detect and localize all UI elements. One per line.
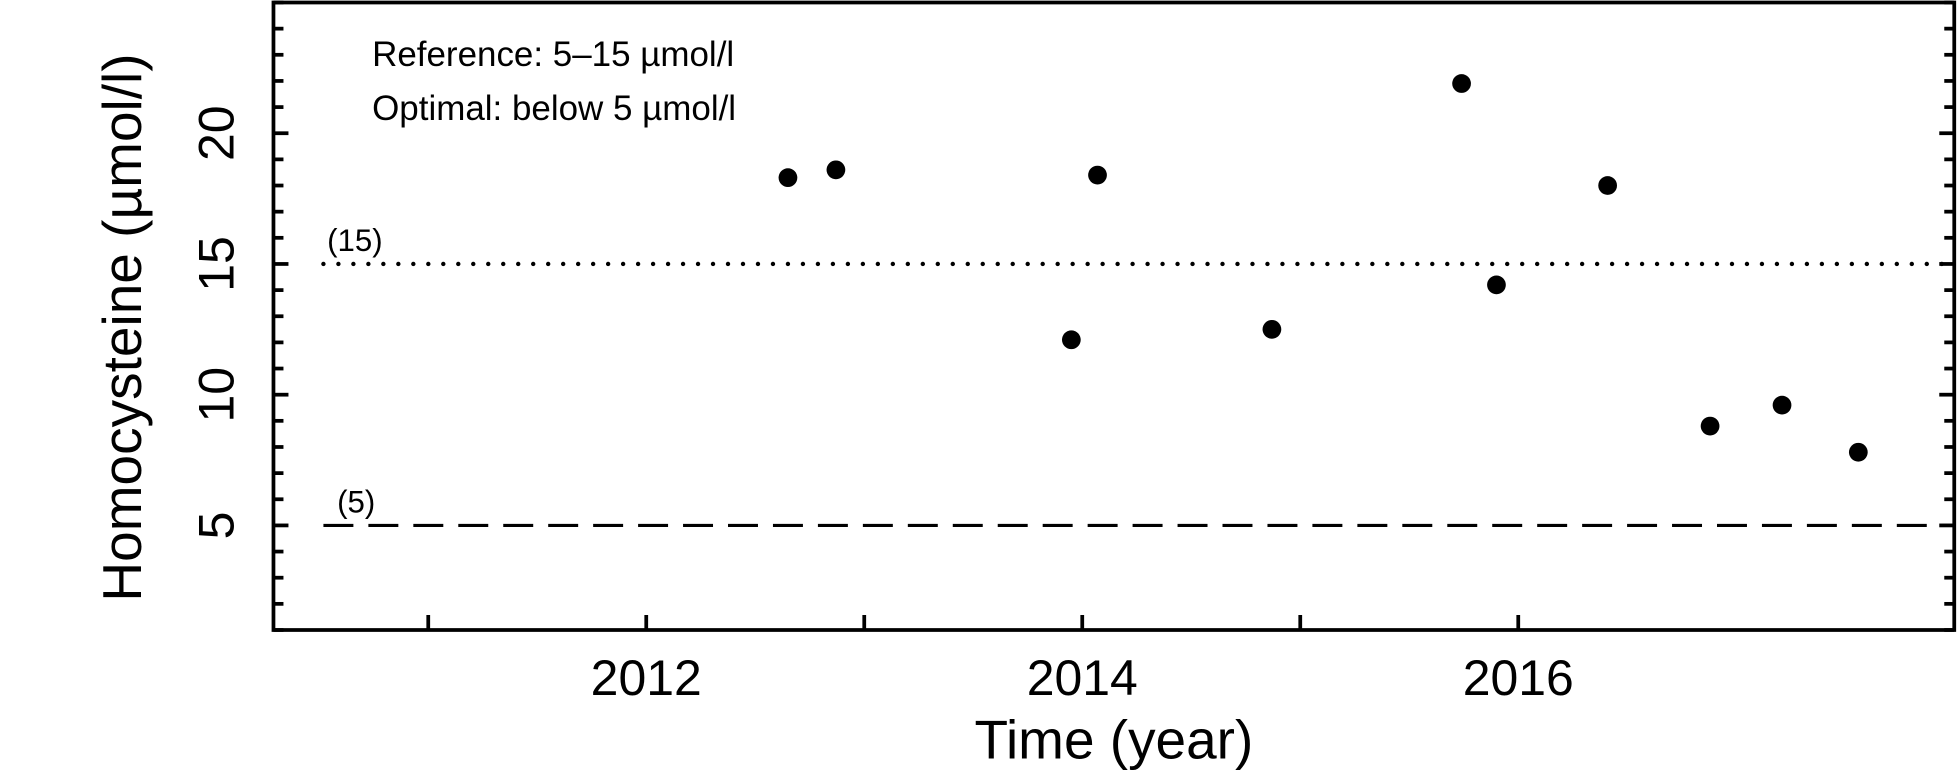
data-points xyxy=(778,74,1868,462)
ref-label-15: (15) xyxy=(327,223,383,258)
data-point xyxy=(1262,319,1282,339)
x-tick-label: 2016 xyxy=(1463,650,1574,706)
annotation-optimal: Optimal: below 5 µmol/l xyxy=(372,89,736,128)
data-point xyxy=(1598,176,1617,195)
data-point xyxy=(1848,442,1868,462)
y-tick-label: 5 xyxy=(189,512,245,540)
data-point xyxy=(1700,416,1720,436)
data-point xyxy=(778,168,798,188)
x-tick-label: 2014 xyxy=(1027,650,1138,706)
y-tick-label: 10 xyxy=(189,367,245,423)
ref-label-5: (5) xyxy=(337,484,375,519)
x-axis-label: Time (year) xyxy=(974,709,1253,771)
data-point xyxy=(826,160,846,180)
reference-lines xyxy=(321,261,1957,527)
y-tick-label: 15 xyxy=(189,236,245,292)
data-point xyxy=(1088,165,1107,185)
annotation-reference: Reference: 5–15 µmol/l xyxy=(372,35,734,74)
y-tick-label: 20 xyxy=(189,105,245,161)
plot-frame xyxy=(271,0,1957,632)
x-tick-label: 2012 xyxy=(591,650,702,706)
data-point xyxy=(1061,330,1081,350)
y-axis-label: Homocysteine (µmol/l) xyxy=(91,53,153,601)
data-point xyxy=(1487,275,1506,295)
data-point xyxy=(1772,395,1792,415)
data-point xyxy=(1452,74,1471,93)
